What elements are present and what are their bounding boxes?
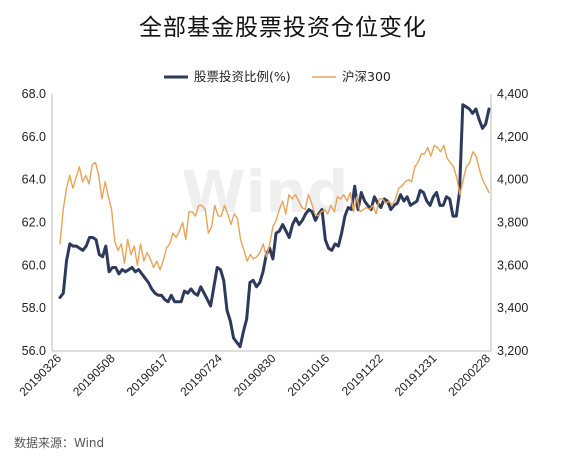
y-right-tick-label: 4,000	[497, 173, 528, 187]
watermark-text: Wind	[182, 158, 349, 226]
y-left-tick-label: 66.0	[22, 130, 46, 144]
y-left-tick-label: 58.0	[22, 301, 46, 315]
x-tick-label: 20190724	[177, 351, 225, 399]
x-tick-label: 20191231	[392, 351, 440, 399]
y-right-tick-label: 3,400	[497, 301, 528, 315]
x-tick-label: 20191016	[285, 351, 333, 399]
x-tick-label: 20190830	[231, 351, 279, 399]
y-right-tick-label: 3,200	[497, 344, 528, 358]
legend-label-1: 股票投资比例(%)	[194, 69, 291, 84]
y-right-tick-label: 4,400	[497, 87, 528, 101]
chart-title: 全部基金股票投资仓位变化	[139, 15, 427, 41]
legend-label-2: 沪深300	[342, 69, 391, 84]
x-tick-label: 20190617	[124, 351, 172, 399]
series-line-2	[59, 144, 490, 271]
x-tick-label: 20190326	[16, 351, 64, 399]
x-tick-label: 20190508	[70, 351, 118, 399]
x-tick-label: 20200228	[445, 351, 493, 399]
y-left-tick-label: 68.0	[22, 87, 46, 101]
y-right-tick-label: 4,200	[497, 130, 528, 144]
y-right-tick-label: 3,600	[497, 258, 528, 272]
data-source-note: 数据来源：Wind	[14, 436, 105, 450]
x-tick-label: 20191122	[339, 351, 386, 398]
y-right-tick-label: 3,800	[497, 216, 528, 230]
y-left-tick-label: 60.0	[22, 258, 46, 272]
series-line-1	[58, 103, 491, 349]
y-left-tick-label: 56.0	[22, 344, 46, 358]
y-left-tick-label: 64.0	[22, 173, 46, 187]
y-left-tick-label: 62.0	[22, 216, 46, 230]
